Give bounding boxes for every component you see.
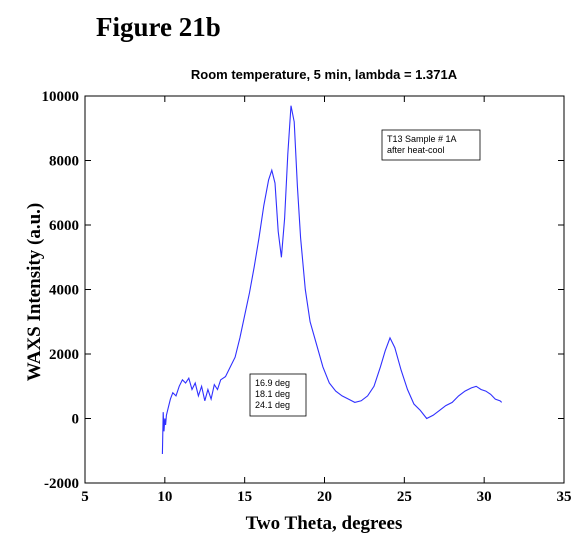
x-tick-label: 20 [317, 489, 332, 505]
y-tick-label: 0 [72, 412, 80, 428]
axis-ticks [84, 95, 565, 484]
y-tick-label: 2000 [49, 347, 79, 363]
annotation-line: 18.1 deg [255, 389, 290, 399]
x-tick-label: 35 [557, 489, 572, 505]
annotation-border [381, 129, 481, 161]
x-tick-label: 15 [237, 489, 252, 505]
figure-label: Figure 21b [96, 12, 221, 42]
plot-border [84, 95, 565, 484]
x-axis-label: Two Theta, degrees [246, 513, 403, 533]
annotation-border [249, 373, 307, 417]
annotation-line: 16.9 deg [255, 378, 290, 388]
annotation-line: after heat-cool [387, 145, 445, 155]
tick-labels: 5 10 15 20 25 30 35 -2000 0 2000 4000 6000 8000 10000 [42, 89, 572, 505]
x-tick-label: 25 [397, 489, 412, 505]
annotation-line: T13 Sample # 1A [387, 134, 457, 144]
chart-title: Room temperature, 5 min, lambda = 1.371A [191, 67, 458, 82]
y-tick-label: -2000 [44, 476, 79, 492]
x-tick-label: 30 [477, 489, 492, 505]
y-tick-label: 8000 [49, 154, 79, 170]
plot-frame [84, 95, 565, 484]
annotation-line: 24.1 deg [255, 400, 290, 410]
y-tick-label: 10000 [42, 89, 80, 105]
x-tick-label: 5 [81, 489, 89, 505]
y-axis-label: WAXS Intensity (a.u.) [24, 203, 45, 381]
y-tick-label: 4000 [49, 283, 79, 299]
series-line [161, 105, 503, 455]
x-tick-label: 10 [157, 489, 172, 505]
y-tick-label: 6000 [49, 218, 79, 234]
